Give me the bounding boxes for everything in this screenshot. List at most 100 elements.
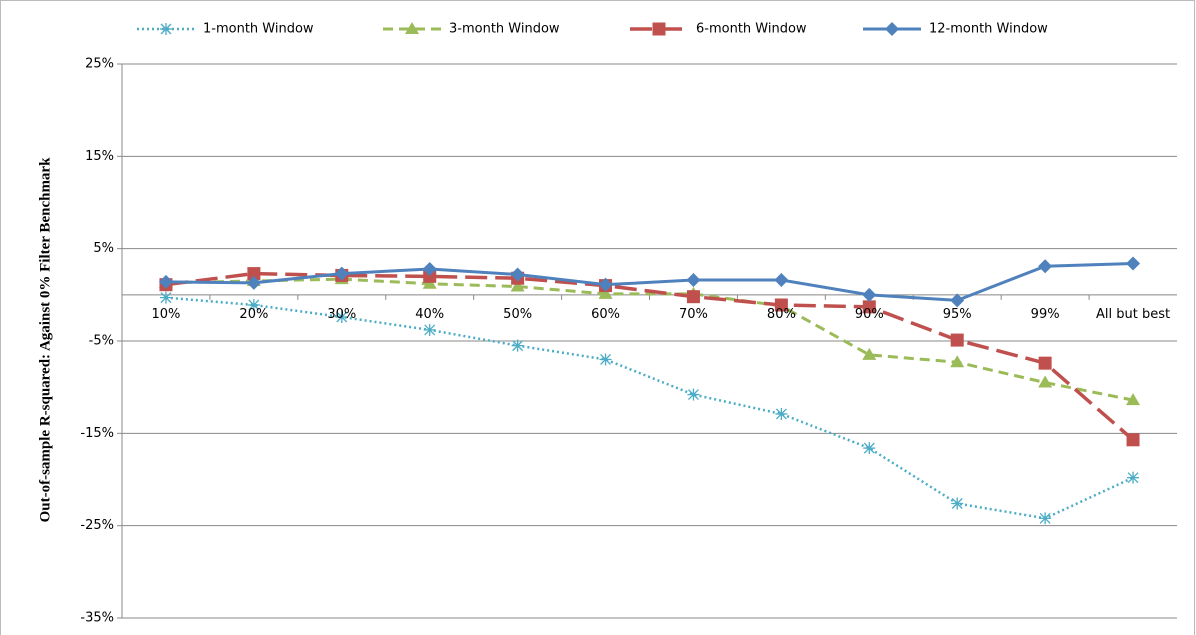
marker	[951, 497, 964, 510]
marker-shape	[246, 275, 261, 290]
marker	[862, 300, 876, 314]
marker	[652, 22, 666, 36]
marker	[775, 407, 788, 420]
marker-stroke	[1127, 472, 1139, 484]
marker	[510, 267, 525, 282]
marker	[1126, 256, 1141, 271]
marker-stroke	[687, 389, 699, 401]
marker-stroke	[1039, 512, 1051, 524]
y-tick-label: -25%	[80, 518, 114, 533]
marker-shape	[247, 267, 261, 281]
marker-shape	[1038, 356, 1052, 370]
x-tick-label: 99%	[1030, 306, 1060, 322]
marker	[1126, 393, 1141, 406]
marker	[885, 22, 899, 36]
marker-shape	[598, 286, 613, 299]
marker	[863, 442, 876, 455]
y-tick-label: 25%	[85, 57, 114, 72]
marker	[159, 291, 172, 304]
marker	[599, 353, 612, 366]
marker	[423, 269, 437, 283]
marker	[1039, 512, 1052, 525]
marker-stroke	[512, 340, 524, 352]
legend-label: 1-month Window	[203, 22, 314, 37]
y-tick-label: -5%	[89, 334, 114, 349]
marker-shape	[405, 22, 419, 34]
y-tick-label: 5%	[93, 241, 114, 256]
series-line	[165, 261, 1134, 302]
y-tick-label: -15%	[80, 426, 114, 441]
marker-shape	[510, 279, 525, 292]
legend-label: 12-month Window	[929, 22, 1048, 37]
marker	[950, 293, 965, 308]
x-tick-label: 70%	[679, 306, 708, 322]
series-line	[165, 296, 1134, 520]
marker	[687, 388, 700, 401]
marker-shape	[862, 300, 876, 314]
x-tick-label: 50%	[503, 306, 533, 322]
marker-stroke	[951, 498, 963, 509]
marker-stroke	[248, 299, 260, 311]
x-tick-label: All but best	[1095, 306, 1171, 322]
marker-shape	[862, 347, 877, 360]
legend-label: 6-month Window	[696, 22, 807, 37]
marker-shape	[686, 290, 700, 304]
x-tick-label: 20%	[239, 306, 269, 322]
marker-shape	[423, 269, 437, 283]
marker-shape	[1126, 393, 1141, 406]
y-tick-label: -35%	[80, 611, 114, 626]
marker-shape	[950, 333, 964, 347]
marker-shape	[1126, 256, 1141, 271]
x-tick-label: 80%	[766, 306, 796, 322]
x-tick-label: 10%	[151, 306, 181, 322]
marker-shape	[950, 355, 965, 368]
marker	[862, 347, 877, 360]
marker	[334, 266, 349, 281]
marker-shape	[422, 261, 437, 276]
marker-shape	[950, 293, 965, 308]
marker	[405, 22, 419, 34]
marker-stroke	[424, 324, 436, 336]
marker-stroke	[600, 354, 612, 365]
marker	[774, 273, 789, 288]
marker	[686, 290, 700, 304]
marker-shape	[885, 22, 899, 36]
marker	[1127, 471, 1140, 484]
marker	[1038, 356, 1052, 370]
marker	[160, 23, 172, 35]
marker	[423, 323, 436, 336]
marker-shape	[1038, 259, 1053, 274]
marker-shape	[598, 277, 613, 292]
marker-shape	[510, 267, 525, 282]
marker	[950, 355, 965, 368]
x-tick-label: 95%	[942, 306, 972, 322]
marker	[158, 274, 173, 289]
y-axis-label: Out-of-sample R-squared: Against 0% Filt…	[37, 157, 53, 523]
y-tick-label: 15%	[85, 149, 114, 164]
x-tick-label: 40%	[415, 306, 445, 322]
x-tick-label: 60%	[591, 306, 620, 322]
marker-stroke	[863, 442, 875, 454]
marker-shape	[1126, 433, 1140, 447]
marker	[247, 298, 260, 311]
marker	[246, 275, 261, 290]
marker-shape	[652, 22, 666, 36]
marker	[1126, 433, 1140, 447]
marker-shape	[774, 298, 788, 312]
marker	[686, 273, 701, 288]
x-tick-label: 30%	[327, 306, 357, 322]
marker-shape	[1038, 375, 1053, 388]
marker-shape	[158, 274, 173, 289]
marker-stroke	[336, 311, 348, 323]
series-line	[165, 277, 1134, 402]
marker-shape	[334, 266, 349, 281]
marker	[511, 339, 524, 352]
marker	[335, 310, 348, 323]
marker	[774, 298, 788, 312]
legend-label: 3-month Window	[449, 22, 560, 37]
marker-stroke	[160, 292, 172, 304]
marker-shape	[862, 287, 877, 302]
marker	[862, 287, 877, 302]
marker	[510, 279, 525, 292]
